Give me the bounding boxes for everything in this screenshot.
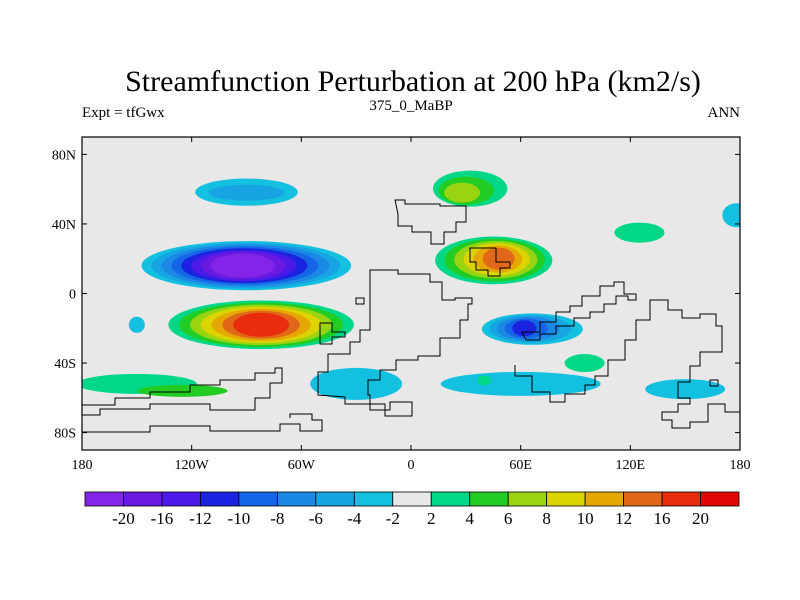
colorbar-label: 8 <box>542 509 551 528</box>
contour-band <box>512 320 537 337</box>
colorbar-box <box>315 491 355 507</box>
x-tick-label: 60W <box>288 458 316 473</box>
contour-anomaly <box>195 178 298 206</box>
contour-anomaly <box>168 300 354 350</box>
contour-band <box>52 386 76 402</box>
coastline-south-america <box>317 269 473 417</box>
coastline-iceland <box>469 247 511 277</box>
colorbar-box <box>392 491 432 507</box>
contour-band <box>233 312 290 337</box>
colorbar-label: -16 <box>151 509 174 528</box>
x-tick-label: 60E <box>509 458 532 473</box>
colorbar-label: -8 <box>270 509 284 528</box>
colorbar-label: 20 <box>692 509 709 528</box>
colorbar-label: 2 <box>427 509 436 528</box>
coastline-asia <box>514 299 740 429</box>
colorbar-box <box>84 491 124 507</box>
contour-band <box>482 247 515 270</box>
colorbar-box <box>469 491 509 507</box>
coastline-indonesia <box>521 281 637 341</box>
colorbar-label: 16 <box>654 509 671 528</box>
contour-band <box>645 379 726 400</box>
axis-ticks: 180 120W 60W 0 60E 120E 180 80N 40N 0 40S 80S <box>52 137 751 473</box>
coastline-antarctica <box>82 367 283 416</box>
colorbar-box <box>200 491 240 507</box>
contour-band <box>564 354 605 373</box>
center-label: 375_0_MaBP <box>369 98 452 114</box>
colorbar-box <box>430 491 471 507</box>
contour-band <box>310 367 403 400</box>
y-tick-label: 80S <box>54 427 76 442</box>
coastline-japan <box>709 379 719 387</box>
colorbar-box <box>507 491 548 507</box>
x-tick-label: 120E <box>616 458 646 473</box>
contour-band <box>210 253 275 278</box>
coastline-south-pole <box>82 413 323 433</box>
y-tick-label: 80N <box>52 148 76 163</box>
y-tick-label: 40S <box>54 357 76 372</box>
colorbar: -20 -16 -12 -10 -8 -6 -4 -2 2 4 6 8 10 12 16 20 <box>84 491 740 528</box>
left-label: Expt = tfGwx <box>82 105 165 121</box>
contour-anomaly <box>432 170 508 207</box>
contour-minor <box>52 203 740 402</box>
contour-band <box>444 182 481 203</box>
x-tick-label: 120W <box>175 458 210 473</box>
x-tick-label: 180 <box>730 458 751 473</box>
y-tick-label: 40N <box>52 218 76 233</box>
colorbar-box <box>161 491 201 507</box>
contour-band <box>614 222 665 243</box>
colorbar-box <box>123 491 163 507</box>
contour-field <box>52 170 740 402</box>
contour-band <box>477 375 492 386</box>
contour-band <box>128 316 145 333</box>
colorbar-label: -6 <box>309 509 323 528</box>
colorbar-box <box>700 491 740 507</box>
x-tick-label: 180 <box>72 458 93 473</box>
contour-band <box>137 384 228 397</box>
contour-band <box>208 184 285 201</box>
colorbar-box <box>238 491 278 507</box>
colorbar-box <box>353 491 394 507</box>
right-label: ANN <box>708 105 741 121</box>
colorbar-label: 4 <box>465 509 474 528</box>
colorbar-box <box>546 491 586 507</box>
contour-band <box>722 203 740 228</box>
y-tick-label: 0 <box>69 288 76 303</box>
coastline-chukchi <box>319 322 346 345</box>
colorbar-label: -4 <box>347 509 362 528</box>
coastline-north-america <box>355 297 365 305</box>
plot-background <box>82 137 740 450</box>
colorbar-label: 10 <box>577 509 594 528</box>
colorbar-label: -12 <box>189 509 212 528</box>
chart-title: Streamfunction Perturbation at 200 hPa (… <box>125 65 701 98</box>
contour-anomaly <box>141 241 352 291</box>
colorbar-label: -2 <box>386 509 400 528</box>
colorbar-box <box>661 491 701 507</box>
continent-outlines <box>82 199 740 433</box>
contour-anomaly <box>435 236 553 285</box>
coastline-greenland <box>394 199 467 245</box>
colorbar-box <box>584 491 624 507</box>
colorbar-box <box>276 491 317 507</box>
colorbar-box <box>623 491 663 507</box>
colorbar-label: 6 <box>504 509 513 528</box>
x-tick-label: 0 <box>408 458 415 473</box>
colorbar-label: -10 <box>228 509 251 528</box>
colorbar-label: 12 <box>615 509 632 528</box>
colorbar-label: -20 <box>112 509 135 528</box>
